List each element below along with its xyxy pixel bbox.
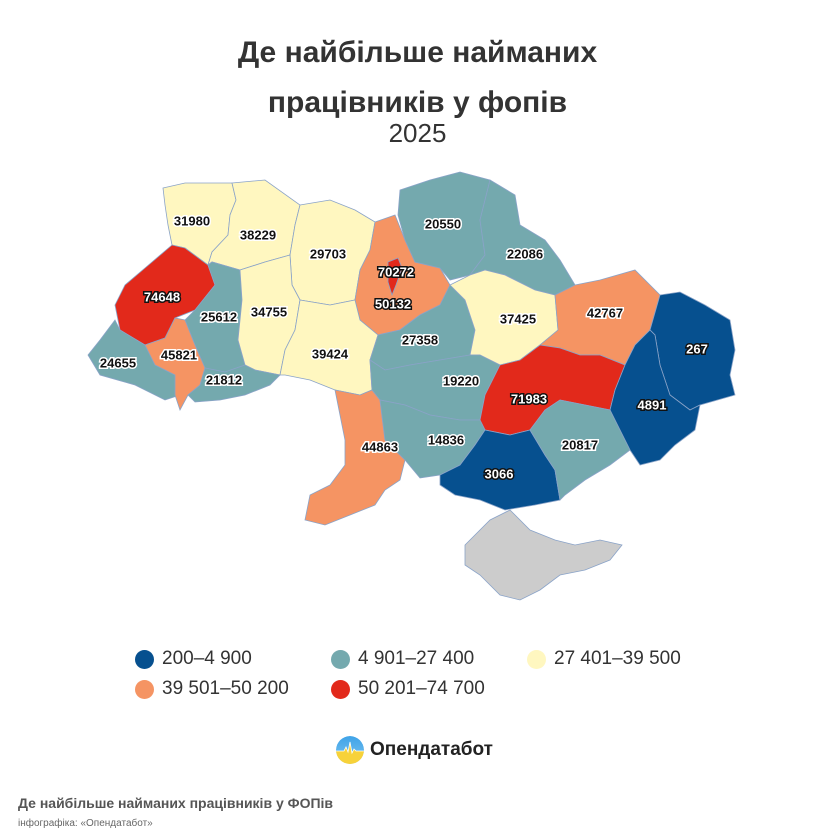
page-title: Де найбільше найманих працівників у фопі… [0,28,835,128]
legend-dot-icon [527,649,546,669]
legend-item-4: 39 501–50 200 [135,678,331,700]
footer-title: Де найбільше найманих працівників у ФОПі… [18,795,334,811]
region-chernivtsi[interactable] [187,364,281,403]
label-cherkasy: 27358 [402,332,438,347]
label-poltava: 37425 [500,311,536,326]
footer-credit: інфографіка: «Опендатабот» [18,818,153,829]
legend-label: 200–4 900 [162,648,252,669]
logo-text: Опендатабот [370,739,493,760]
legend-label: 27 401–39 500 [554,648,681,669]
label-rivne: 38229 [240,227,276,242]
label-zhytomyr: 29703 [310,246,346,261]
label-zaporizhzhia: 20817 [562,437,598,452]
label-zakarpattia: 24655 [100,355,136,370]
label-kyiv-oblast: 50132 [375,296,411,311]
label-luhansk: 267 [686,341,708,356]
region-kyiv-city[interactable] [387,257,403,297]
label-ivano-frankivsk: 45821 [161,347,197,362]
legend-dot-icon [331,679,350,699]
legend-dot-icon [135,649,154,669]
year-subtitle: 2025 [388,118,447,148]
legend-item-5: 50 201–74 700 [331,678,527,700]
label-lviv: 74648 [144,289,180,304]
region-zakarpattia[interactable] [87,319,181,401]
legend-dot-icon [331,649,350,669]
label-kherson: 3066 [485,466,514,481]
region-crimea[interactable] [464,509,623,601]
label-volyn: 31980 [174,213,210,228]
legend-label: 4 901–27 400 [358,648,475,669]
label-chernihiv: 20550 [425,216,461,231]
legend-dot-icon [135,679,154,699]
legend-item-1: 200–4 900 [135,648,331,670]
legend-label: 50 201–74 700 [358,678,485,699]
label-kirovohrad: 19220 [443,373,479,388]
label-ternopil: 25612 [201,309,237,324]
legend-label: 39 501–50 200 [162,678,289,699]
region-odesa[interactable] [304,389,406,526]
label-vinnytsia: 39424 [312,346,349,361]
map-legend: 200–4 900 4 901–27 400 27 401–39 500 39 … [135,645,735,705]
region-zaporizhzhia[interactable] [529,399,631,501]
ukraine-map: 31980 38229 29703 70272 50132 20550 2208… [0,160,835,620]
label-kyiv-city: 70272 [378,264,414,279]
label-khmelnytskyi: 34755 [251,304,287,319]
label-sumy: 22086 [507,246,543,261]
label-mykolaiv: 14836 [428,432,464,447]
label-donetsk: 4891 [638,397,667,412]
legend-item-2: 4 901–27 400 [331,648,527,670]
title-line-2: працівників у фопів [267,86,568,119]
label-dnipropetrovsk: 71983 [511,391,547,406]
legend-item-3: 27 401–39 500 [527,648,723,670]
label-odesa: 44863 [362,439,398,454]
title-line-1: Де найбільше найманих [237,36,598,69]
label-chernivtsi: 21812 [206,372,242,387]
opendatabot-logo: Опендатабот [336,736,493,764]
label-kharkiv: 42767 [587,305,623,320]
logo-icon [336,736,364,764]
